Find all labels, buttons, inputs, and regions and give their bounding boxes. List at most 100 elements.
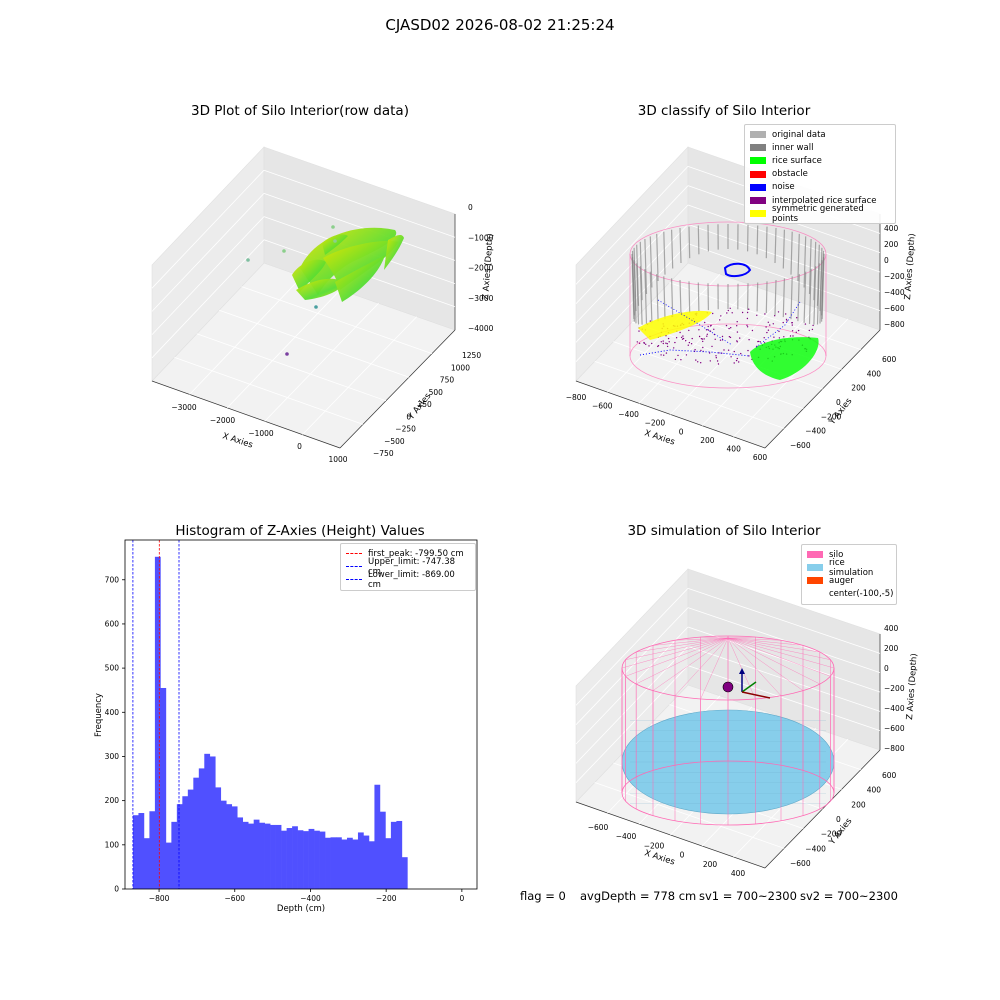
histogram-bar: [303, 831, 309, 889]
inner-wall-stroke: [644, 238, 648, 295]
y-tick-label: 200: [851, 384, 866, 393]
x-tick-label: −800: [149, 894, 170, 903]
y-tick-label: 300: [105, 752, 120, 761]
interpolated-point: [666, 343, 668, 345]
outlier-point: [246, 258, 250, 262]
x-tick-label: 0: [680, 851, 685, 860]
grid-line: [575, 588, 689, 706]
grid-line: [575, 243, 689, 362]
y-axis-line: [339, 329, 456, 449]
silo-roof-wire: [700, 637, 729, 700]
interpolated-point: [707, 325, 709, 328]
interpolated-point: [698, 335, 701, 338]
histogram-bar: [275, 824, 282, 889]
inner-wall-stroke: [688, 281, 691, 314]
inner-wall-stroke: [631, 250, 635, 316]
silo-roof-wire: [727, 637, 782, 641]
inner-wall-stroke: [656, 233, 659, 282]
y-tick-label: 600: [882, 355, 897, 364]
inner-wall-stroke: [816, 244, 820, 306]
y-tick-label: −600: [790, 859, 811, 868]
interpolated-point: [673, 347, 675, 349]
x-tick-label: −200: [376, 894, 397, 903]
legend-entry: noise: [750, 181, 890, 194]
interpolated-point: [804, 323, 807, 325]
interpolated-point: [808, 329, 810, 332]
interpolated-point: [674, 358, 677, 361]
x-tick-label: −400: [616, 832, 637, 841]
interpolated-point: [701, 338, 704, 340]
interpolated-point: [774, 315, 776, 317]
interpolated-point: [636, 341, 638, 343]
x-tick-label: −1000: [248, 429, 274, 438]
inner-wall-stroke: [688, 226, 691, 259]
panel4-3d-plot: −600−400−2000200400−600−400−200020040060…: [575, 568, 920, 878]
panel4-zlabel: Z Axies (Depth): [905, 653, 920, 720]
footer-avg-depth: avgDepth = 778 cm: [580, 889, 697, 903]
z-tick-label: 200: [884, 240, 899, 249]
histogram-bar: [259, 822, 265, 889]
z-tick-label: −800: [884, 320, 905, 329]
z-tick-label: −400: [884, 704, 905, 713]
interpolated-point: [735, 359, 738, 362]
interpolated-point: [791, 330, 794, 332]
inner-wall-stroke: [639, 266, 643, 325]
grid-line: [575, 185, 689, 304]
interpolated-point: [782, 321, 784, 324]
grid-line: [196, 333, 387, 402]
interpolated-point: [685, 354, 688, 356]
interpolated-point: [706, 333, 708, 335]
interpolated-point: [728, 336, 731, 338]
interpolated-point: [638, 342, 641, 344]
interpolated-point: [657, 345, 659, 348]
panel2-legend: original data inner wall rice surface obsta…: [744, 124, 896, 225]
interpolated-point: [783, 336, 785, 338]
x-tick-label: 1000: [328, 455, 347, 464]
grid-line: [687, 587, 881, 654]
z-tick-label: −200: [884, 684, 905, 693]
inner-wall-stroke: [639, 241, 643, 301]
inner-wall-stroke: [633, 247, 637, 312]
noise-trace: [639, 349, 751, 357]
silo-roof-wire: [636, 637, 729, 653]
z-tick-label: −400: [884, 288, 905, 297]
legend-swatch: [807, 577, 823, 585]
grid-line: [575, 607, 689, 725]
legend-entry: silo: [807, 548, 891, 561]
interpolated-point: [736, 340, 738, 342]
histogram-bar: [215, 787, 222, 889]
noise-trace: [657, 299, 733, 346]
legend-label: rice simulation: [829, 557, 874, 578]
interpolated-point: [746, 326, 749, 328]
rice-surface-cloud: [322, 234, 348, 255]
interpolated-point: [729, 336, 732, 339]
interpolated-point: [778, 337, 781, 339]
interpolated-point: [721, 339, 724, 341]
grid-line: [687, 607, 881, 674]
auger-axis-x: [741, 691, 771, 699]
x-axis-line: [151, 380, 341, 449]
inner-wall-stroke: [790, 231, 793, 275]
z-tick-label: 400: [884, 224, 899, 233]
interpolated-point: [703, 338, 705, 340]
interpolated-point: [736, 321, 738, 323]
interpolated-point: [702, 346, 704, 349]
interpolated-point: [716, 360, 719, 362]
histogram-bar: [264, 823, 271, 889]
histogram-bar: [165, 842, 172, 889]
z-tick-label: 200: [884, 644, 899, 653]
histogram-bar: [330, 837, 337, 889]
grid-line: [575, 665, 689, 783]
panel3-legend: first_peak: -799.50 cm Upper_limit: -747.…: [340, 543, 476, 591]
interpolated-point: [680, 336, 683, 339]
interpolated-point: [638, 330, 640, 332]
interpolated-point: [731, 312, 733, 314]
panel4-title: 3D simulation of Silo Interior: [627, 523, 821, 539]
legend-entry: rice simulation: [807, 558, 891, 578]
y-tick-label: 500: [105, 664, 120, 673]
z-tick-label: −3000: [468, 294, 494, 303]
interpolated-point: [665, 342, 667, 344]
x-tick-label: −600: [592, 402, 613, 411]
outlier-point: [333, 239, 337, 243]
interpolated-point: [715, 355, 717, 357]
